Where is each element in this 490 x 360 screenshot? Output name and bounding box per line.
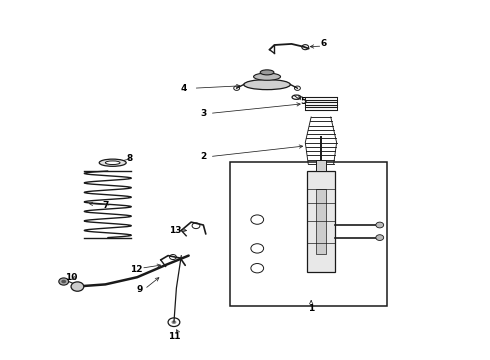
Ellipse shape <box>99 159 126 166</box>
Circle shape <box>376 222 384 228</box>
Text: 1: 1 <box>308 304 314 313</box>
Bar <box>230 162 387 306</box>
Text: 9: 9 <box>136 285 143 294</box>
Text: 7: 7 <box>102 201 109 210</box>
Circle shape <box>61 280 66 283</box>
Text: 13: 13 <box>169 226 182 235</box>
Text: 2: 2 <box>200 152 206 161</box>
Ellipse shape <box>244 80 290 90</box>
Text: 11: 11 <box>168 332 180 341</box>
Ellipse shape <box>260 70 274 75</box>
Circle shape <box>376 235 384 240</box>
Text: 12: 12 <box>130 266 143 275</box>
Bar <box>316 189 326 254</box>
Ellipse shape <box>105 161 120 165</box>
Circle shape <box>172 320 176 324</box>
Text: 10: 10 <box>65 273 77 282</box>
Text: 3: 3 <box>200 109 206 118</box>
Ellipse shape <box>254 73 281 80</box>
Text: 5: 5 <box>301 97 307 106</box>
Text: 6: 6 <box>320 39 326 48</box>
Circle shape <box>71 282 84 291</box>
Text: 8: 8 <box>127 154 133 163</box>
Bar <box>307 171 335 272</box>
Circle shape <box>59 278 69 285</box>
Text: 4: 4 <box>180 84 187 93</box>
Bar <box>316 160 326 171</box>
